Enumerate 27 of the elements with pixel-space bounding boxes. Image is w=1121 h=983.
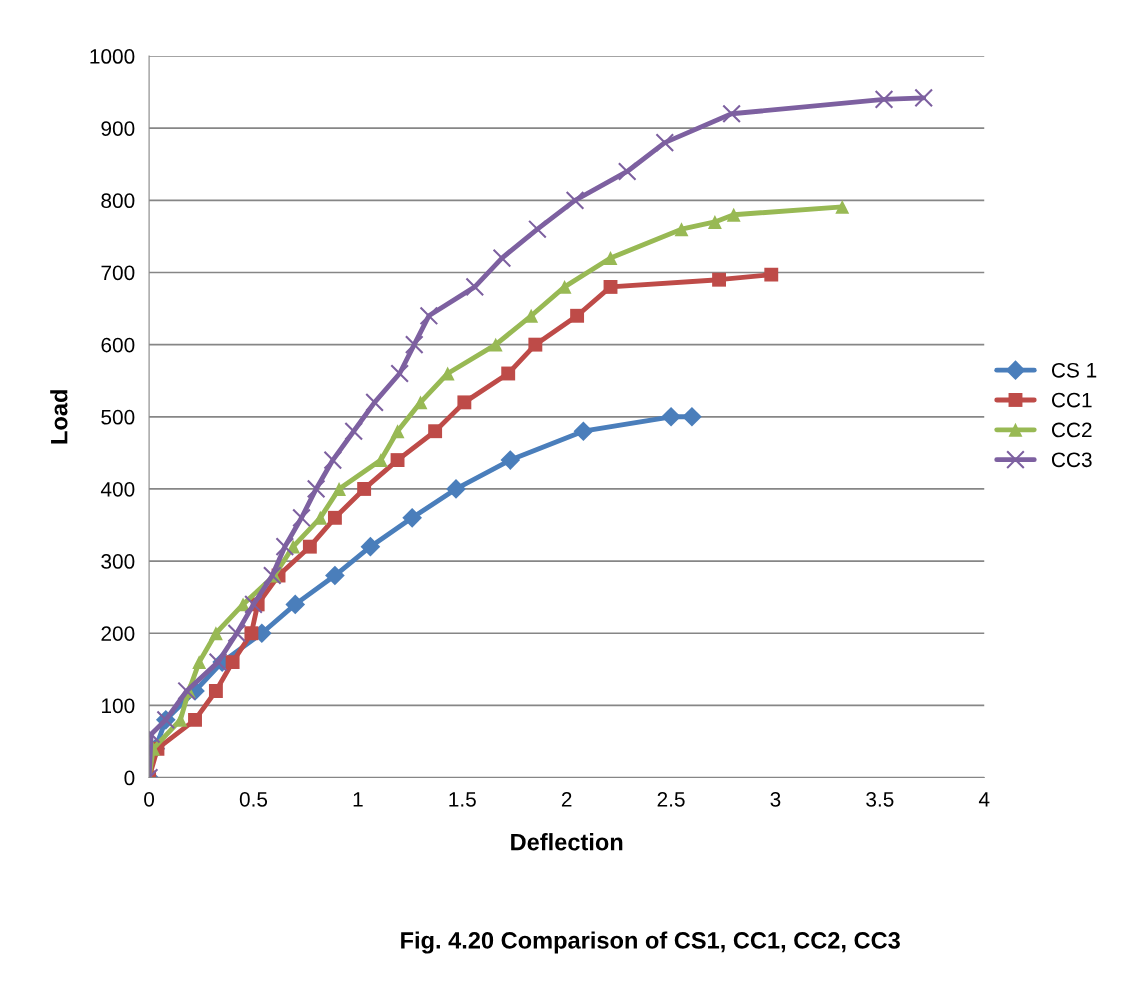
- y-tick-label: 400: [100, 481, 135, 497]
- y-tick-label: 200: [101, 626, 135, 641]
- x-tick-label: 4: [978, 792, 990, 807]
- legend-label: CC3: [1051, 452, 1092, 468]
- y-tick-label: 0: [124, 770, 135, 786]
- x-axis-title: Deflection: [511, 833, 623, 851]
- x-tick-label: 3.5: [866, 791, 894, 807]
- y-axis-title: Load: [50, 390, 68, 444]
- x-tick-label: 2: [561, 791, 572, 807]
- y-tick-label: 800: [101, 193, 135, 209]
- x-tick-label: 1: [353, 792, 363, 807]
- y-tick-label: 700: [101, 265, 135, 281]
- x-tick-label: 0.5: [239, 791, 268, 807]
- y-tick-label: 100: [102, 698, 135, 714]
- y-tick-label: 300: [101, 554, 135, 569]
- y-tick-label: 600: [101, 337, 135, 353]
- y-tick-label: 1000: [90, 49, 135, 64]
- y-tick-label: 500: [101, 409, 135, 425]
- x-tick-label: 2.5: [657, 791, 685, 807]
- y-tick-label: 900: [101, 121, 135, 136]
- legend-label: CC1: [1051, 392, 1092, 408]
- legend-label: CS 1: [1051, 362, 1097, 378]
- x-tick-label: 1.5: [449, 792, 476, 807]
- x-tick-label: 0: [144, 791, 155, 807]
- caption: Fig. 4.20 Comparison of CS1, CC1, CC2, CC3: [401, 931, 900, 954]
- legend-label: CC2: [1051, 422, 1092, 438]
- x-tick-label: 3: [770, 791, 781, 807]
